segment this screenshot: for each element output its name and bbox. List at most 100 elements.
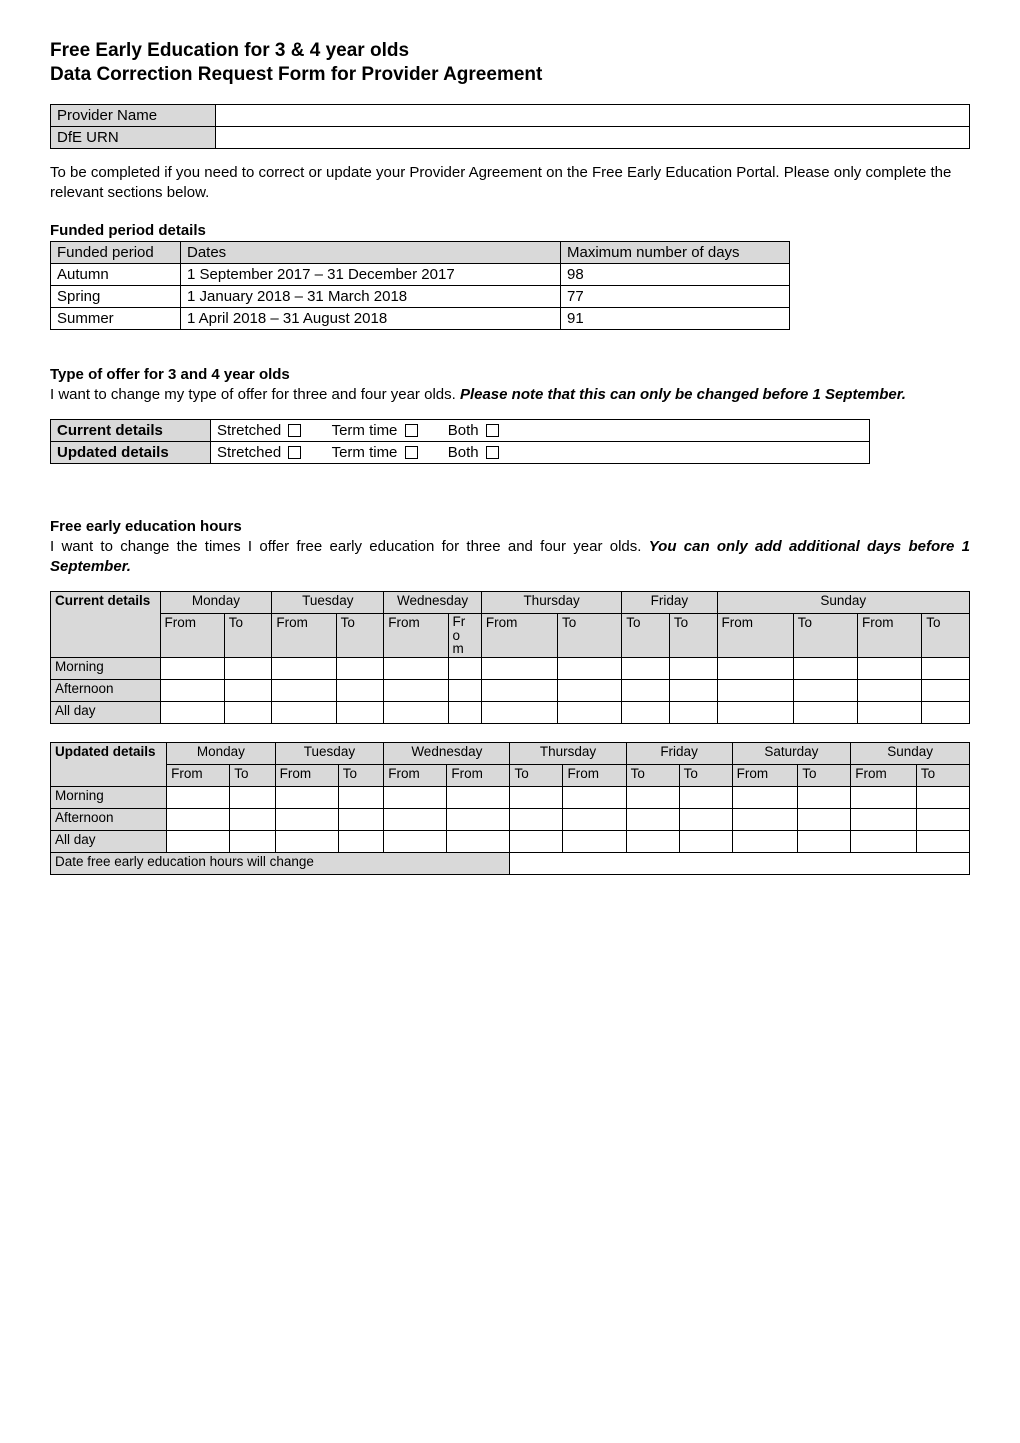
- time-cell[interactable]: [622, 679, 670, 701]
- time-cell[interactable]: [167, 786, 230, 808]
- time-cell[interactable]: [798, 786, 851, 808]
- sub-to: To: [679, 764, 732, 786]
- time-cell[interactable]: [448, 679, 481, 701]
- time-cell[interactable]: [336, 679, 384, 701]
- checkbox-icon[interactable]: [405, 424, 418, 437]
- time-cell[interactable]: [857, 701, 921, 723]
- time-cell[interactable]: [558, 701, 622, 723]
- sub-to: To: [922, 614, 970, 658]
- time-cell[interactable]: [272, 679, 336, 701]
- time-cell[interactable]: [922, 679, 970, 701]
- time-cell[interactable]: [798, 830, 851, 852]
- time-cell[interactable]: [563, 808, 626, 830]
- time-cell[interactable]: [793, 657, 857, 679]
- time-cell[interactable]: [669, 679, 717, 701]
- time-cell[interactable]: [384, 830, 447, 852]
- time-cell[interactable]: [679, 808, 732, 830]
- time-cell[interactable]: [224, 657, 272, 679]
- time-cell[interactable]: [510, 786, 563, 808]
- sub-from: From: [384, 764, 447, 786]
- time-cell[interactable]: [679, 786, 732, 808]
- time-cell[interactable]: [481, 679, 557, 701]
- checkbox-icon[interactable]: [288, 424, 301, 437]
- time-cell[interactable]: [626, 808, 679, 830]
- time-cell[interactable]: [922, 657, 970, 679]
- time-cell[interactable]: [336, 657, 384, 679]
- time-cell[interactable]: [447, 808, 510, 830]
- time-cell[interactable]: [230, 808, 275, 830]
- time-cell[interactable]: [916, 786, 969, 808]
- time-cell[interactable]: [732, 808, 798, 830]
- time-cell[interactable]: [448, 701, 481, 723]
- time-cell[interactable]: [558, 679, 622, 701]
- time-cell[interactable]: [669, 657, 717, 679]
- time-cell[interactable]: [272, 701, 336, 723]
- time-cell[interactable]: [272, 657, 336, 679]
- time-cell[interactable]: [338, 830, 383, 852]
- checkbox-icon[interactable]: [486, 424, 499, 437]
- time-cell[interactable]: [563, 830, 626, 852]
- time-cell[interactable]: [679, 830, 732, 852]
- checkbox-icon[interactable]: [405, 446, 418, 459]
- time-cell[interactable]: [717, 701, 793, 723]
- time-cell[interactable]: [384, 701, 448, 723]
- time-cell[interactable]: [338, 786, 383, 808]
- time-cell[interactable]: [160, 701, 224, 723]
- time-cell[interactable]: [793, 679, 857, 701]
- time-cell[interactable]: [224, 701, 272, 723]
- time-cell[interactable]: [717, 657, 793, 679]
- time-cell[interactable]: [717, 679, 793, 701]
- sub-from: From: [447, 764, 510, 786]
- date-change-field[interactable]: [510, 852, 970, 874]
- time-cell[interactable]: [447, 786, 510, 808]
- time-cell[interactable]: [230, 786, 275, 808]
- time-cell[interactable]: [167, 830, 230, 852]
- provider-name-field[interactable]: [216, 105, 970, 127]
- time-cell[interactable]: [622, 701, 670, 723]
- time-cell[interactable]: [626, 830, 679, 852]
- time-cell[interactable]: [922, 701, 970, 723]
- time-cell[interactable]: [448, 657, 481, 679]
- time-cell[interactable]: [916, 830, 969, 852]
- time-cell[interactable]: [481, 701, 557, 723]
- time-cell[interactable]: [857, 679, 921, 701]
- dfe-urn-field[interactable]: [216, 127, 970, 149]
- checkbox-icon[interactable]: [288, 446, 301, 459]
- sub-from: From: [167, 764, 230, 786]
- time-cell[interactable]: [160, 679, 224, 701]
- time-cell[interactable]: [732, 830, 798, 852]
- time-cell[interactable]: [275, 830, 338, 852]
- time-cell[interactable]: [224, 679, 272, 701]
- time-cell[interactable]: [851, 786, 917, 808]
- time-cell[interactable]: [275, 786, 338, 808]
- time-cell[interactable]: [558, 657, 622, 679]
- time-cell[interactable]: [510, 808, 563, 830]
- schedule-row: Afternoon: [51, 808, 970, 830]
- time-cell[interactable]: [851, 830, 917, 852]
- time-cell[interactable]: [447, 830, 510, 852]
- time-cell[interactable]: [793, 701, 857, 723]
- time-cell[interactable]: [384, 657, 448, 679]
- time-cell[interactable]: [563, 786, 626, 808]
- time-cell[interactable]: [626, 786, 679, 808]
- time-cell[interactable]: [916, 808, 969, 830]
- time-cell[interactable]: [669, 701, 717, 723]
- time-cell[interactable]: [167, 808, 230, 830]
- time-cell[interactable]: [384, 786, 447, 808]
- time-cell[interactable]: [338, 808, 383, 830]
- time-cell[interactable]: [275, 808, 338, 830]
- time-cell[interactable]: [798, 808, 851, 830]
- time-cell[interactable]: [230, 830, 275, 852]
- time-cell[interactable]: [622, 657, 670, 679]
- time-cell[interactable]: [384, 808, 447, 830]
- offer-updated-options: Stretched Term time Both: [211, 441, 870, 463]
- time-cell[interactable]: [481, 657, 557, 679]
- time-cell[interactable]: [851, 808, 917, 830]
- time-cell[interactable]: [510, 830, 563, 852]
- time-cell[interactable]: [160, 657, 224, 679]
- time-cell[interactable]: [384, 679, 448, 701]
- time-cell[interactable]: [336, 701, 384, 723]
- time-cell[interactable]: [857, 657, 921, 679]
- checkbox-icon[interactable]: [486, 446, 499, 459]
- time-cell[interactable]: [732, 786, 798, 808]
